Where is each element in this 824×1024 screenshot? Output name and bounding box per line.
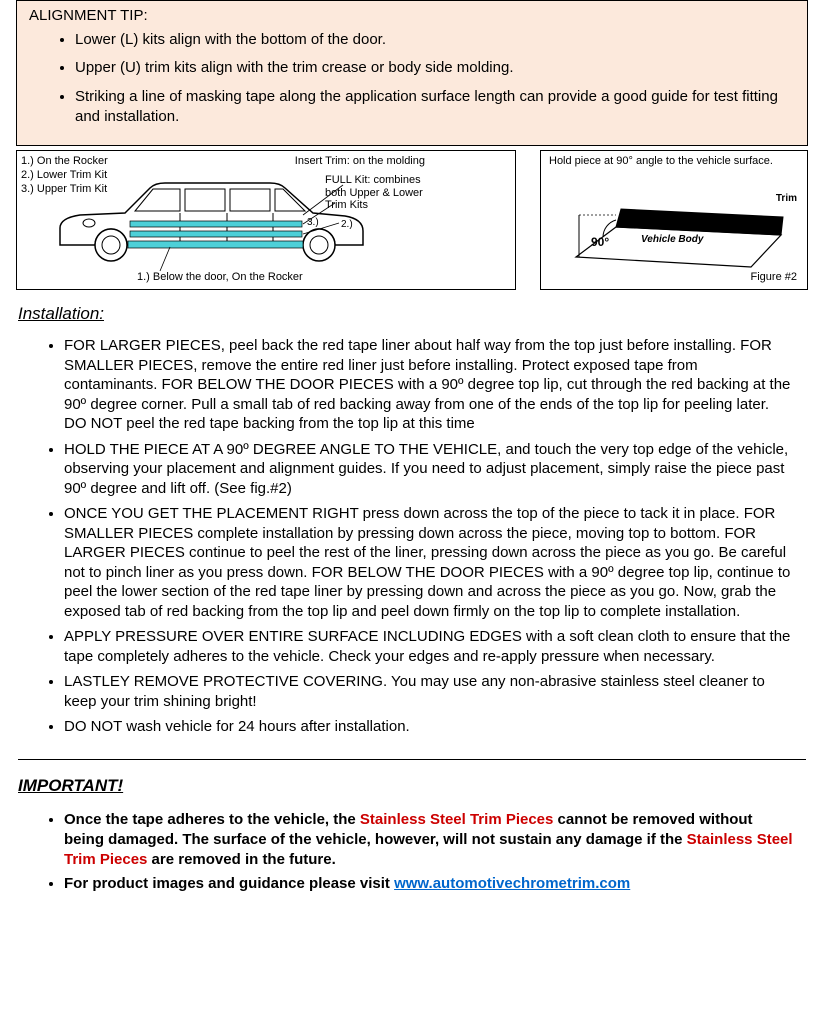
important-text: are removed in the future.	[147, 851, 335, 868]
tip-item: Lower (L) kits align with the bottom of …	[75, 30, 795, 50]
install-step: LASTLEY REMOVE PROTECTIVE COVERING. You …	[64, 672, 794, 711]
angle-icon	[561, 187, 791, 277]
section-divider	[18, 759, 806, 760]
important-list: Once the tape adheres to the vehicle, th…	[64, 810, 794, 895]
important-item: For product images and guidance please v…	[64, 874, 794, 894]
install-step: HOLD THE PIECE AT A 90º DEGREE ANGLE TO …	[64, 440, 794, 499]
car-diagram: 1.) On the Rocker 2.) Lower Trim Kit 3.)…	[16, 150, 516, 290]
below-text: Below the door, On the Rocker	[153, 271, 303, 283]
install-step: ONCE YOU GET THE PLACEMENT RIGHT press d…	[64, 504, 794, 621]
below-door-label: 1.) Below the door, On the Rocker	[137, 271, 303, 283]
tip-item: Striking a line of masking tape along th…	[75, 87, 795, 128]
angle-90-label: 90°	[591, 235, 609, 249]
angle-diagram: Hold piece at 90° angle to the vehicle s…	[540, 150, 808, 290]
install-step: APPLY PRESSURE OVER ENTIRE SURFACE INCLU…	[64, 627, 794, 666]
important-heading: IMPORTANT!	[18, 776, 824, 796]
install-step: DO NOT wash vehicle for 24 hours after i…	[64, 717, 794, 737]
figure-number: Figure #2	[751, 271, 797, 283]
tip-title: ALIGNMENT TIP:	[29, 7, 795, 24]
legend-line: 1.) On the Rocker	[21, 155, 108, 169]
tip-item: Upper (U) trim kits align with the trim …	[75, 58, 795, 78]
svg-text:3.): 3.)	[307, 217, 319, 228]
diagrams-row: 1.) On the Rocker 2.) Lower Trim Kit 3.)…	[16, 150, 808, 290]
important-item: Once the tape adheres to the vehicle, th…	[64, 810, 794, 871]
alignment-tip-box: ALIGNMENT TIP: Lower (L) kits align with…	[16, 0, 808, 146]
installation-list: FOR LARGER PIECES, peel back the red tap…	[64, 336, 794, 737]
install-step: FOR LARGER PIECES, peel back the red tap…	[64, 336, 794, 434]
hold-piece-text: Hold piece at 90° angle to the vehicle s…	[549, 155, 773, 169]
svg-text:2.): 2.)	[341, 219, 353, 230]
red-emphasis: Stainless Steel Trim Pieces	[360, 811, 553, 828]
tip-list: Lower (L) kits align with the bottom of …	[75, 30, 795, 127]
below-prefix: 1.)	[137, 271, 150, 283]
installation-heading: Installation:	[18, 304, 824, 324]
website-link[interactable]: www.automotivechrometrim.com	[394, 875, 630, 892]
car-icon: 3.) 2.)	[45, 173, 395, 278]
insert-trim-label: Insert Trim: on the molding	[295, 155, 425, 168]
important-text: For product images and guidance please v…	[64, 875, 394, 892]
vehicle-body-label: Vehicle Body	[641, 234, 703, 245]
important-text: Once the tape adheres to the vehicle, th…	[64, 811, 360, 828]
